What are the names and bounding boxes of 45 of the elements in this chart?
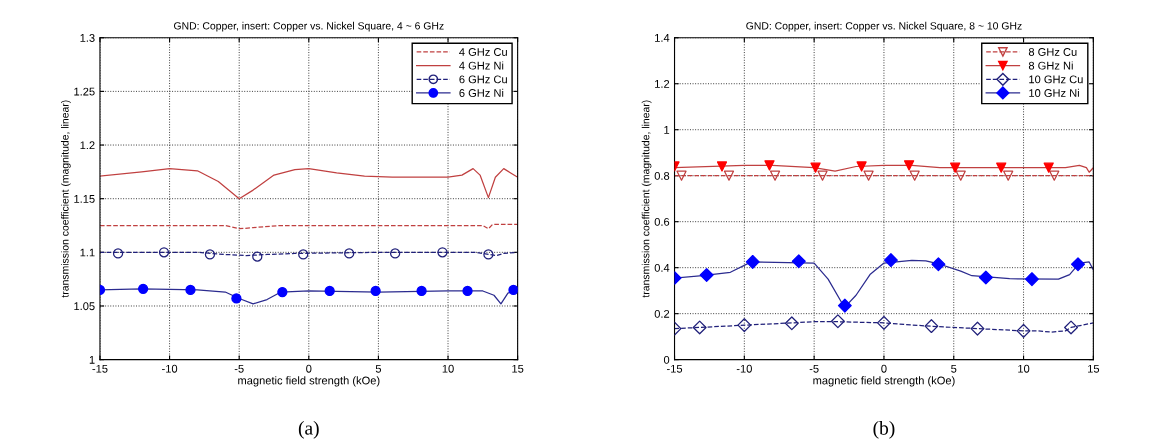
- legend-label: 4 GHz Ni: [459, 61, 504, 70]
- x-tick-label: -10: [736, 364, 752, 373]
- x-tick-label: -10: [162, 364, 178, 373]
- x-tick-label: 10: [442, 364, 454, 373]
- x-tick-label: -5: [234, 364, 244, 373]
- x-tick-label: -5: [809, 364, 819, 373]
- x-tick-label: 0: [881, 364, 887, 373]
- y-tick-label: 0: [663, 355, 670, 364]
- y-axis-title: transmission coefficient (magnitude, linear): [60, 100, 71, 298]
- y-tick-label: 1: [89, 356, 95, 364]
- legend-label: 8 GHz Cu: [1028, 48, 1077, 56]
- x-tick-label: 10: [1018, 364, 1030, 373]
- y-tick-label: 0.6: [654, 217, 670, 226]
- y-tick-label: 1.05: [74, 302, 95, 311]
- legend-label: 6 GHz Cu: [459, 75, 507, 84]
- x-tick-label: -15: [92, 364, 108, 373]
- x-axis-title: magnetic field strength (kOe): [238, 376, 380, 387]
- legend-label: 10 GHz Cu: [1029, 75, 1083, 84]
- x-axis-title: magnetic field strength (kOe): [813, 376, 955, 387]
- x-tick-label: 5: [375, 364, 382, 373]
- y-tick-label: 1.15: [74, 195, 95, 203]
- legend-label: 4 GHz Cu: [459, 48, 507, 56]
- x-tick-label: 0: [306, 364, 312, 373]
- chart-title: GND: Copper, insert: Copper vs. Nickel Square, 4 ~ 6 GHz: [174, 21, 444, 32]
- legend-label: 8 GHz Ni: [1028, 61, 1073, 70]
- y-tick-label: 1.2: [80, 141, 95, 150]
- x-tick-label: 15: [512, 364, 524, 373]
- chart-title: GND: Copper, insert: Copper vs. Nickel Square, 8 ~ 10 GHz: [746, 21, 1022, 32]
- y-tick-label: 1.1: [80, 248, 95, 257]
- y-tick-label: 1.4: [655, 34, 670, 42]
- y-tick-label: 1.25: [74, 87, 95, 96]
- y-tick-label: 0.4: [654, 263, 670, 272]
- x-tick-label: 15: [1088, 364, 1100, 373]
- y-axis-title: transmission coefficient (magnitude, linear): [641, 100, 652, 298]
- text: (b): [873, 421, 895, 439]
- legend-label: 6 GHz Ni: [459, 88, 504, 97]
- y-tick-label: 1.3: [80, 34, 95, 42]
- y-tick-label: 0.8: [654, 171, 670, 180]
- legend-label: 10 GHz Ni: [1029, 88, 1079, 97]
- y-tick-label: 1: [664, 126, 670, 134]
- x-tick-label: 5: [951, 364, 957, 373]
- text: (a): [298, 421, 319, 439]
- y-tick-label: 0.2: [654, 309, 670, 318]
- x-tick-label: -15: [667, 364, 683, 373]
- y-tick-label: 1.2: [655, 79, 670, 88]
